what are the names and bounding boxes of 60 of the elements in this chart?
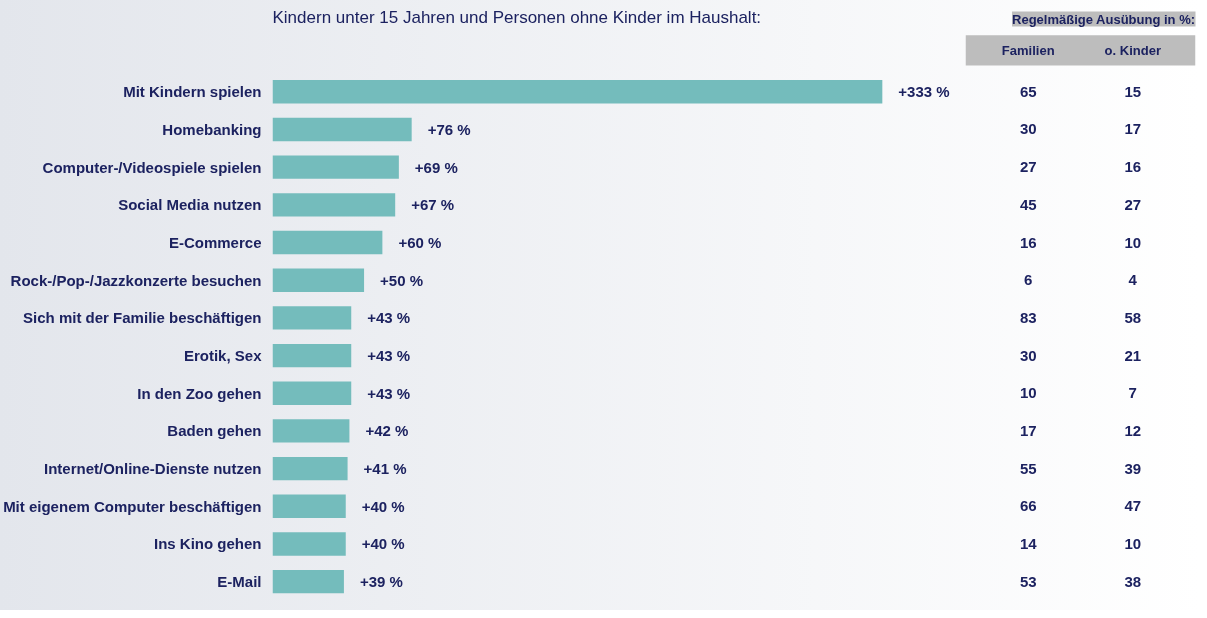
data-label: +69 % <box>414 158 458 176</box>
chart-title: Kindern unter 15 Jahren und Personen ohne Kinder im Haushalt: <box>272 7 762 27</box>
y-tick-label: Computer-/Videospiele spielen <box>42 158 262 176</box>
y-tick-label: Sich mit der Familie beschäftigen <box>23 309 262 327</box>
data-label: 27 <box>1124 195 1142 213</box>
y-tick-label: Social Media nutzen <box>118 196 262 214</box>
y-tick-label: Homebanking <box>162 120 262 138</box>
x-tick-label: Familien <box>1001 42 1055 58</box>
data-label: 12 <box>1124 421 1142 439</box>
data-label: 45 <box>1019 195 1037 213</box>
y-tick-label: Mit eigenem Computer beschäftigen <box>3 497 262 515</box>
data-label: 27 <box>1019 158 1037 176</box>
data-label: 6 <box>1024 271 1033 289</box>
data-label: +43 % <box>367 384 411 402</box>
data-label: 10 <box>1124 233 1142 251</box>
y-tick-label: Erotik, Sex <box>183 347 263 365</box>
y-tick-label: Internet/Online-Dienste nutzen <box>43 460 262 478</box>
y-tick-label: In den Zoo gehen <box>137 384 262 402</box>
data-label: +42 % <box>365 422 409 440</box>
data-label: +333 % <box>898 83 950 101</box>
y-tick-label: Baden gehen <box>167 422 262 440</box>
y-tick-label: Mit Kindern spielen <box>123 83 262 101</box>
data-label: 21 <box>1124 346 1142 364</box>
data-label: +50 % <box>380 271 424 289</box>
data-label: 47 <box>1124 497 1142 515</box>
data-label: 53 <box>1019 572 1037 590</box>
data-label: 30 <box>1019 120 1037 138</box>
data-label: 39 <box>1124 459 1142 477</box>
data-label: 38 <box>1124 572 1142 590</box>
data-label: 17 <box>1124 120 1142 138</box>
y-tick-label: E-Mail <box>217 573 262 591</box>
y-tick-label: Rock-/Pop-/Jazzkonzerte besuchen <box>10 271 262 289</box>
data-label: +41 % <box>363 460 407 478</box>
data-label: 15 <box>1124 82 1142 100</box>
data-label: +43 % <box>367 347 411 365</box>
data-label: 4 <box>1128 271 1138 289</box>
data-label: +60 % <box>398 234 442 252</box>
data-label: 17 <box>1019 421 1037 439</box>
data-label: 16 <box>1124 158 1142 176</box>
data-label: 10 <box>1124 534 1142 552</box>
y-tick-label: Ins Kino gehen <box>154 535 262 553</box>
data-label: 55 <box>1019 459 1037 477</box>
data-label: 10 <box>1019 384 1037 402</box>
y-tick-label: E-Commerce <box>168 234 262 252</box>
data-label: +43 % <box>367 309 411 327</box>
data-label: 65 <box>1019 82 1037 100</box>
data-label: +67 % <box>411 196 455 214</box>
data-label: 58 <box>1124 308 1142 326</box>
chart-title: Regelmäßige Ausübung in %: <box>1012 11 1196 27</box>
data-label: 14 <box>1019 534 1038 552</box>
data-label: 16 <box>1019 233 1037 251</box>
data-label: 83 <box>1019 308 1037 326</box>
data-label: +40 % <box>361 497 405 515</box>
data-label: +40 % <box>361 535 405 553</box>
data-label: +76 % <box>427 120 471 138</box>
data-label: 7 <box>1128 384 1137 402</box>
data-label: 66 <box>1019 497 1037 515</box>
x-tick-label: o. Kinder <box>1104 42 1161 58</box>
data-label: 30 <box>1019 346 1037 364</box>
data-label: +39 % <box>359 573 403 591</box>
